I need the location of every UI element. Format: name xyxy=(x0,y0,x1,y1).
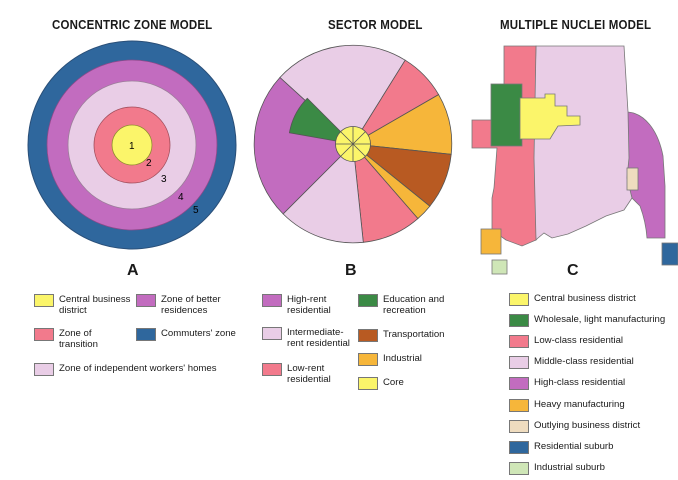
legend-label: Commuters' zone xyxy=(161,328,236,339)
nuclei-heavy-manufacturing xyxy=(480,228,502,255)
sector-education-recreation xyxy=(288,97,355,145)
legend-item-transportation: Transportation xyxy=(358,329,445,342)
legend-swatch xyxy=(136,294,156,307)
legend-swatch xyxy=(358,377,378,390)
legend-item-low-rent: Low-rent residential xyxy=(262,363,331,385)
legend-item-nuclei-cbd: Central business district xyxy=(509,293,636,306)
ring-number-5: 5 xyxy=(193,205,199,216)
panel-letter-b: B xyxy=(345,262,357,279)
legend-label: Zone of independent workers' homes xyxy=(59,363,217,374)
legend-label: Industrial suburb xyxy=(534,462,605,473)
legend-label: Zone of better residences xyxy=(161,294,221,316)
legend-label: Industrial xyxy=(383,353,422,364)
legend-item-nuclei-industrial-suburb: Industrial suburb xyxy=(509,462,605,475)
legend-label: Central business district xyxy=(59,294,131,316)
legend-swatch xyxy=(34,294,54,307)
ring-number-4: 4 xyxy=(178,192,184,203)
legend-swatch xyxy=(358,329,378,342)
legend-swatch xyxy=(509,420,529,433)
ring-number-3: 3 xyxy=(161,174,167,185)
legend-item-industrial: Industrial xyxy=(358,353,422,366)
legend-item-workers-homes: Zone of independent workers' homes xyxy=(34,363,217,376)
multiple-nuclei-diagram xyxy=(471,45,678,275)
legend-item-nuclei-residential-suburb: Residential suburb xyxy=(509,441,613,454)
legend-swatch xyxy=(509,462,529,475)
legend-label: Zone of transition xyxy=(59,328,98,350)
sector-intermediate-bottom xyxy=(282,143,364,244)
legend-item-intermediate-rent: Intermediate- rent residential xyxy=(262,327,350,349)
legend-swatch xyxy=(262,327,282,340)
legend-label: High-rent residential xyxy=(287,294,331,316)
legend-item-better-residences: Zone of better residences xyxy=(136,294,221,316)
legend-label: High-class residential xyxy=(534,377,626,388)
sector-model-diagram xyxy=(253,44,453,244)
legend-swatch xyxy=(262,294,282,307)
nuclei-wholesale-light-manufacturing xyxy=(490,83,523,147)
nuclei-high-class-residential xyxy=(625,111,666,239)
legend-label: Wholesale, light manufacturing xyxy=(534,314,666,325)
panel-letter-a: A xyxy=(127,262,139,279)
legend-swatch xyxy=(509,335,529,348)
nuclei-industrial-suburb xyxy=(491,259,508,275)
legend-swatch xyxy=(136,328,156,341)
sector-high-rent xyxy=(253,76,354,215)
legend-item-high-rent: High-rent residential xyxy=(262,294,331,316)
legend-item-nuclei-heavy-manufacturing: Heavy manufacturing xyxy=(509,399,625,412)
legend-swatch xyxy=(358,353,378,366)
nuclei-residential-suburb xyxy=(661,242,678,266)
legend-item-cbd: Central business district xyxy=(34,294,130,316)
legend-label: Core xyxy=(383,377,404,388)
legend-label: Education and recreation xyxy=(383,294,445,316)
legend-item-core: Core xyxy=(358,377,404,390)
legend-label: Transportation xyxy=(383,329,445,340)
legend-label: Low-rent residential xyxy=(287,363,331,385)
legend-label: Central business district xyxy=(534,293,636,304)
legend-item-nuclei-wholesale: Wholesale, light manufacturing xyxy=(509,314,665,327)
legend-swatch xyxy=(358,294,378,307)
legend-item-nuclei-middle-class: Middle-class residential xyxy=(509,356,634,369)
legend-item-commuters: Commuters' zone xyxy=(136,328,236,341)
legend-label: Low-class residential xyxy=(534,335,624,346)
nuclei-model-title: MULTIPLE NUCLEI MODEL xyxy=(500,18,652,32)
legend-label: Intermediate- rent residential xyxy=(287,327,350,349)
nuclei-middle-class-residential xyxy=(531,45,633,241)
legend-item-nuclei-low-class: Low-class residential xyxy=(509,335,623,348)
legend-swatch xyxy=(509,356,529,369)
legend-swatch xyxy=(509,399,529,412)
legend-swatch xyxy=(34,363,54,376)
legend-item-education-recreation: Education and recreation xyxy=(358,294,444,316)
legend-swatch xyxy=(34,328,54,341)
legend-label: Middle-class residential xyxy=(534,356,634,367)
nuclei-outlying-business-district xyxy=(626,167,639,191)
concentric-model-title: CONCENTRIC ZONE MODEL xyxy=(52,18,213,32)
ring-number-2: 2 xyxy=(146,158,152,169)
legend-swatch xyxy=(509,314,529,327)
legend-label: Outlying business district xyxy=(534,420,641,431)
legend-label: Heavy manufacturing xyxy=(534,399,625,410)
legend-item-nuclei-outlying-business: Outlying business district xyxy=(509,420,640,433)
nuclei-central-business-district xyxy=(519,93,581,140)
legend-item-nuclei-high-class: High-class residential xyxy=(509,377,625,390)
legend-swatch xyxy=(509,441,529,454)
ring-number-1: 1 xyxy=(129,141,135,152)
sector-intermediate-top xyxy=(279,44,406,145)
legend-item-transition: Zone of transition xyxy=(34,328,98,350)
concentric-zone-diagram: 1 2 3 4 5 xyxy=(27,40,237,250)
cbd-core xyxy=(111,124,153,166)
panel-letter-c: C xyxy=(567,262,579,279)
legend-swatch xyxy=(509,377,529,390)
sector-model-title: SECTOR MODEL xyxy=(328,18,423,32)
legend-label: Residential suburb xyxy=(534,441,614,452)
legend-swatch xyxy=(262,363,282,376)
legend-swatch xyxy=(509,293,529,306)
